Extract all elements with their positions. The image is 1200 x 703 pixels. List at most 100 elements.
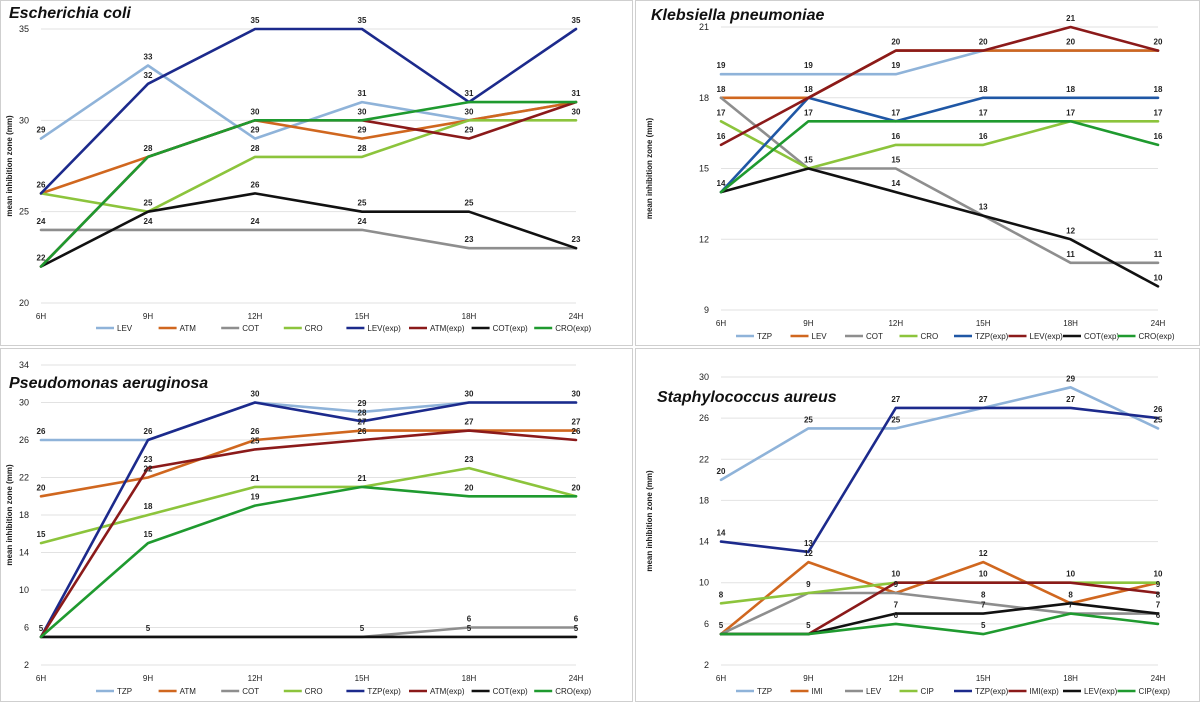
data-label: 27 — [358, 418, 367, 427]
data-label: 29 — [358, 399, 367, 408]
series-line-croexp — [39, 100, 578, 268]
legend-label: TZP(exp) — [367, 687, 401, 696]
data-label: 21 — [251, 474, 260, 483]
x-tick-label: 9H — [803, 319, 813, 328]
data-label: 31 — [572, 89, 581, 98]
y-tick-label: 18 — [19, 510, 29, 520]
data-label: 17 — [1154, 108, 1163, 117]
data-label: 22 — [37, 253, 46, 262]
y-tick-label: 30 — [699, 372, 709, 382]
series-line-cotexp — [719, 167, 1160, 288]
data-label: 5 — [39, 624, 44, 633]
data-label: 9 — [894, 580, 899, 589]
legend-label: CRO — [305, 324, 323, 333]
data-label: 17 — [891, 108, 900, 117]
series-line-imi — [719, 560, 1160, 636]
legend-label: LEV — [117, 324, 133, 333]
data-label: 26 — [37, 427, 46, 436]
y-axis-label: mean inhibition zone (mm) — [645, 118, 654, 220]
chart-title: Pseudomonas aeruginosa — [9, 375, 209, 392]
x-tick-label: 9H — [143, 312, 153, 321]
data-label: 24 — [251, 217, 260, 226]
data-label: 20 — [1066, 38, 1075, 47]
y-tick-label: 22 — [19, 473, 29, 483]
legend-label: CRO(exp) — [555, 324, 591, 333]
legend-label: ATM — [180, 324, 197, 333]
data-label: 26 — [37, 180, 46, 189]
x-tick-label: 6H — [716, 674, 726, 683]
x-tick-label: 12H — [888, 674, 903, 683]
data-label: 30 — [251, 390, 260, 399]
data-label: 24 — [144, 217, 153, 226]
data-label: 5 — [360, 624, 365, 633]
data-label: 15 — [804, 156, 813, 165]
data-label: 27 — [465, 418, 474, 427]
legend-label: LEV — [866, 687, 882, 696]
data-label: 22 — [144, 465, 153, 474]
y-tick-label: 6 — [704, 619, 709, 629]
series-line-levexp — [39, 27, 578, 195]
data-label: 16 — [717, 132, 726, 141]
data-label: 12 — [1066, 226, 1075, 235]
data-label: 20 — [717, 467, 726, 476]
data-label: 6 — [894, 611, 899, 620]
data-label: 17 — [717, 108, 726, 117]
y-tick-label: 2 — [704, 660, 709, 670]
data-label: 23 — [465, 455, 474, 464]
y-axis-label: mean inhibition zone (mm) — [645, 470, 654, 572]
data-label: 18 — [1066, 85, 1075, 94]
data-label: 29 — [465, 126, 474, 135]
series-line-cipexp — [719, 612, 1160, 636]
y-tick-label: 14 — [699, 537, 709, 547]
data-label: 17 — [804, 108, 813, 117]
data-label: 26 — [144, 427, 153, 436]
series-line-tzpexp — [719, 96, 1160, 194]
data-label: 20 — [572, 483, 581, 492]
legend-label: ATM(exp) — [430, 324, 465, 333]
legend-label: COT(exp) — [493, 687, 528, 696]
data-label: 17 — [1066, 108, 1075, 117]
data-label: 10 — [891, 570, 900, 579]
data-label: 27 — [572, 418, 581, 427]
data-label: 18 — [804, 85, 813, 94]
legend-label: TZP — [757, 332, 772, 341]
data-label: 6 — [467, 615, 472, 624]
y-tick-label: 25 — [19, 207, 29, 217]
data-label: 30 — [572, 107, 581, 116]
data-label: 5 — [719, 621, 724, 630]
data-label: 6 — [574, 615, 579, 624]
data-label: 30 — [465, 390, 474, 399]
chart-panel-pseudomonas-aeruginosa: Pseudomonas aeruginosa 2 6 10 14 18 22 26 30 34 m… — [0, 348, 633, 702]
x-tick-label: 12H — [888, 319, 903, 328]
x-tick-label: 12H — [248, 674, 263, 683]
data-label: 31 — [465, 89, 474, 98]
data-label: 27 — [979, 395, 988, 404]
chart-title: Klebsiella pneumoniae — [651, 7, 825, 24]
x-tick-label: 24H — [569, 312, 584, 321]
data-label: 24 — [37, 217, 46, 226]
data-label: 26 — [251, 427, 260, 436]
data-label: 16 — [979, 132, 988, 141]
x-tick-label: 24H — [1151, 319, 1166, 328]
y-tick-label: 18 — [699, 93, 709, 103]
data-label: 10 — [1066, 570, 1075, 579]
data-label: 11 — [1154, 250, 1163, 259]
data-label: 15 — [144, 530, 153, 539]
data-label: 25 — [891, 415, 900, 424]
series-line-cotexp — [39, 192, 578, 268]
legend-label: CRO(exp) — [555, 687, 591, 696]
y-tick-label: 30 — [19, 398, 29, 408]
data-label: 25 — [465, 199, 474, 208]
series-line-atm — [39, 100, 578, 195]
legend-label: LEV(exp) — [367, 324, 401, 333]
x-tick-label: 24H — [569, 674, 584, 683]
y-tick-label: 15 — [699, 164, 709, 174]
x-tick-label: 9H — [143, 674, 153, 683]
data-label: 17 — [979, 108, 988, 117]
legend-label: COT — [242, 324, 259, 333]
data-label: 23 — [144, 455, 153, 464]
data-label: 12 — [979, 549, 988, 558]
x-tick-label: 15H — [976, 674, 991, 683]
data-label: 26 — [572, 427, 581, 436]
